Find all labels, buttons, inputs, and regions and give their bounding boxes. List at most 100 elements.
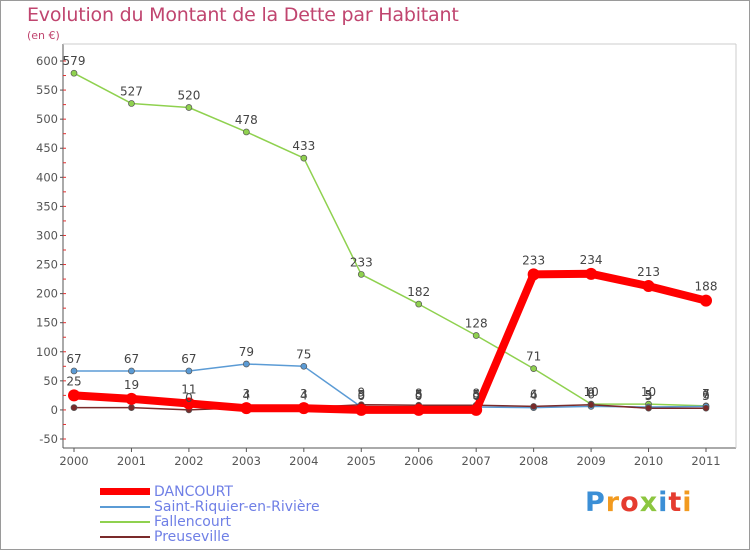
data-label: 4 bbox=[300, 389, 308, 403]
data-point bbox=[587, 401, 595, 409]
data-label: 6 bbox=[587, 387, 595, 401]
data-point bbox=[300, 154, 308, 162]
data-label: 0 bbox=[185, 391, 193, 405]
data-label: 233 bbox=[522, 253, 545, 267]
series-line-fallencourt bbox=[73, 72, 707, 407]
x-tick-label: 2007 bbox=[462, 454, 491, 468]
y-tick-label: 500 bbox=[36, 112, 58, 126]
legend-swatch bbox=[100, 488, 150, 495]
y-tick-label: 200 bbox=[36, 287, 58, 301]
series-line-preuseville bbox=[73, 403, 707, 411]
data-label: 0 bbox=[415, 389, 423, 403]
data-label: 234 bbox=[580, 253, 603, 267]
x-tick-label: 2003 bbox=[232, 454, 261, 468]
data-point bbox=[415, 300, 423, 308]
data-point bbox=[128, 100, 135, 107]
data-label: 75 bbox=[296, 347, 311, 361]
data-label: 4 bbox=[243, 389, 251, 403]
y-tick-label: 350 bbox=[36, 199, 58, 213]
data-point bbox=[527, 268, 540, 281]
legend-label: Fallencourt bbox=[154, 514, 231, 530]
data-label: 213 bbox=[637, 265, 660, 279]
x-tick-label: 2005 bbox=[347, 454, 376, 468]
data-label: 67 bbox=[66, 352, 81, 366]
y-tick-label: 50 bbox=[43, 374, 58, 388]
y-tick-label: 100 bbox=[36, 345, 58, 359]
data-point bbox=[70, 367, 78, 375]
data-label: 5 bbox=[472, 388, 480, 402]
data-label: 9 bbox=[587, 386, 595, 400]
x-tick-label: 2010 bbox=[634, 454, 663, 468]
y-tick-label: 600 bbox=[36, 54, 58, 68]
data-point bbox=[642, 280, 655, 293]
data-point bbox=[128, 367, 135, 375]
y-tick-label: -50 bbox=[39, 432, 58, 446]
legend-label: DANCOURT bbox=[154, 484, 233, 500]
data-label: 3 bbox=[645, 389, 653, 403]
chart-subtitle: (en €) bbox=[27, 29, 60, 42]
data-point bbox=[243, 360, 250, 368]
data-label: 3 bbox=[243, 387, 251, 401]
data-label: 0 bbox=[357, 389, 365, 403]
y-tick-label: 450 bbox=[36, 141, 58, 155]
y-tick-label: 300 bbox=[36, 228, 58, 242]
data-label: 5 bbox=[357, 388, 365, 402]
data-label: 4 bbox=[530, 389, 538, 403]
legend-swatch bbox=[100, 521, 150, 523]
x-tick-label: 2009 bbox=[576, 454, 605, 468]
data-label: 67 bbox=[124, 352, 139, 366]
logo-letter: i bbox=[682, 487, 693, 518]
data-point bbox=[355, 403, 368, 416]
data-label: 19 bbox=[124, 378, 139, 392]
data-label: 10 bbox=[641, 385, 656, 399]
data-label: 5 bbox=[415, 388, 423, 402]
data-point bbox=[412, 403, 425, 416]
legend-swatch bbox=[100, 506, 150, 508]
data-label: 71 bbox=[526, 350, 541, 364]
data-label: 433 bbox=[292, 139, 315, 153]
logo-letter: i bbox=[658, 487, 669, 518]
data-label: 478 bbox=[235, 113, 258, 127]
x-tick-label: 2004 bbox=[289, 454, 318, 468]
data-label: 3 bbox=[300, 387, 308, 401]
data-point bbox=[297, 402, 310, 415]
data-point bbox=[530, 403, 537, 410]
series-line-dancourt bbox=[70, 269, 710, 414]
data-point bbox=[185, 367, 193, 375]
data-label: 5 bbox=[645, 388, 653, 402]
x-tick-label: 2011 bbox=[691, 454, 720, 468]
proxiti-logo: Proxiti bbox=[585, 487, 693, 518]
y-tick-label: 150 bbox=[36, 316, 58, 330]
data-point bbox=[243, 128, 250, 136]
data-point bbox=[472, 332, 480, 339]
data-point bbox=[70, 404, 78, 411]
data-label: 182 bbox=[407, 285, 430, 299]
logo-letter: x bbox=[639, 487, 659, 518]
data-label: 9 bbox=[357, 386, 365, 400]
data-point bbox=[125, 392, 138, 405]
data-point bbox=[300, 362, 308, 370]
logo-letter: r bbox=[605, 487, 621, 518]
data-point bbox=[645, 404, 652, 412]
data-point bbox=[185, 104, 193, 111]
data-point bbox=[530, 365, 537, 372]
data-label: 67 bbox=[181, 352, 196, 366]
y-tick-label: 550 bbox=[36, 83, 58, 97]
data-label: 128 bbox=[465, 316, 488, 330]
data-label: 25 bbox=[66, 374, 81, 388]
x-tick-label: 2001 bbox=[117, 454, 146, 468]
x-tick-label: 2000 bbox=[59, 454, 88, 468]
data-label: 10 bbox=[583, 385, 598, 399]
data-label: 11 bbox=[181, 383, 196, 397]
data-point bbox=[182, 397, 195, 410]
plot-area bbox=[63, 44, 736, 448]
data-point bbox=[68, 389, 80, 402]
legend-swatch bbox=[100, 536, 150, 538]
data-label: 6 bbox=[530, 387, 538, 401]
logo-letter: t bbox=[668, 487, 683, 518]
data-label: 520 bbox=[177, 89, 200, 103]
data-point bbox=[470, 403, 483, 416]
x-tick-label: 2006 bbox=[404, 454, 433, 468]
data-label: 233 bbox=[350, 255, 373, 269]
